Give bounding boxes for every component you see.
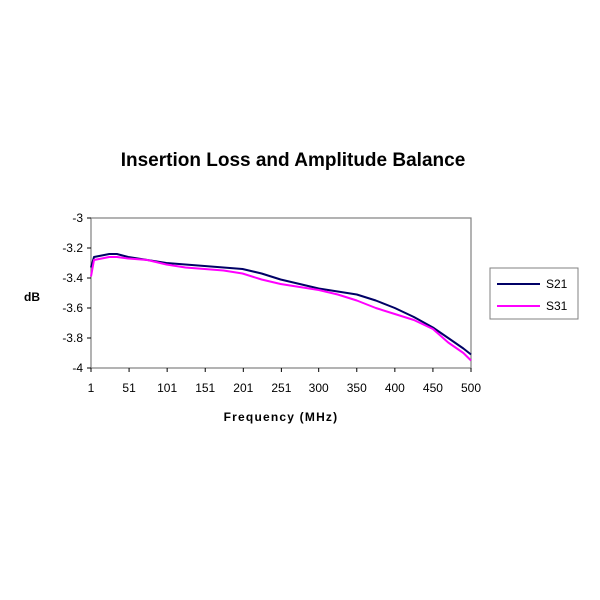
y-axis: -3 -3.2 -3.4 -3.6 -3.8 -4: [62, 211, 91, 375]
x-tick-label: 450: [423, 381, 443, 395]
series-line-s21: [90, 253, 472, 356]
y-axis-label: dB: [24, 290, 40, 304]
x-tick-label: 101: [157, 381, 177, 395]
series-lines: [90, 253, 472, 362]
legend-label-s31: S31: [546, 299, 568, 313]
x-tick-label: 51: [122, 381, 136, 395]
y-tick-label: -3.8: [62, 331, 83, 345]
legend-box: [489, 267, 579, 320]
y-tick-label: -4: [72, 361, 83, 375]
x-tick-label: 400: [385, 381, 405, 395]
legend-label-s21: S21: [546, 277, 568, 291]
y-tick-label: -3: [72, 211, 83, 225]
y-tick-label: -3.2: [62, 241, 83, 255]
series-line-s31: [90, 256, 472, 362]
x-tick-label: 251: [271, 381, 291, 395]
x-axis-label: Frequency (MHz): [224, 410, 339, 424]
plot-area: [90, 217, 472, 369]
chart-title: Insertion Loss and Amplitude Balance: [121, 150, 466, 171]
y-tick-label: -3.6: [62, 301, 83, 315]
legend: S21 S31: [489, 267, 579, 320]
x-tick-label: 201: [233, 381, 253, 395]
x-tick-label: 151: [195, 381, 215, 395]
y-tick-label: -3.4: [62, 271, 83, 285]
x-tick-label: 500: [461, 381, 481, 395]
x-tick-label: 1: [88, 381, 95, 395]
x-tick-label: 300: [309, 381, 329, 395]
x-axis: 1 51 101 151 201 251 300 350 400 450 500: [88, 368, 481, 395]
x-tick-label: 350: [347, 381, 367, 395]
